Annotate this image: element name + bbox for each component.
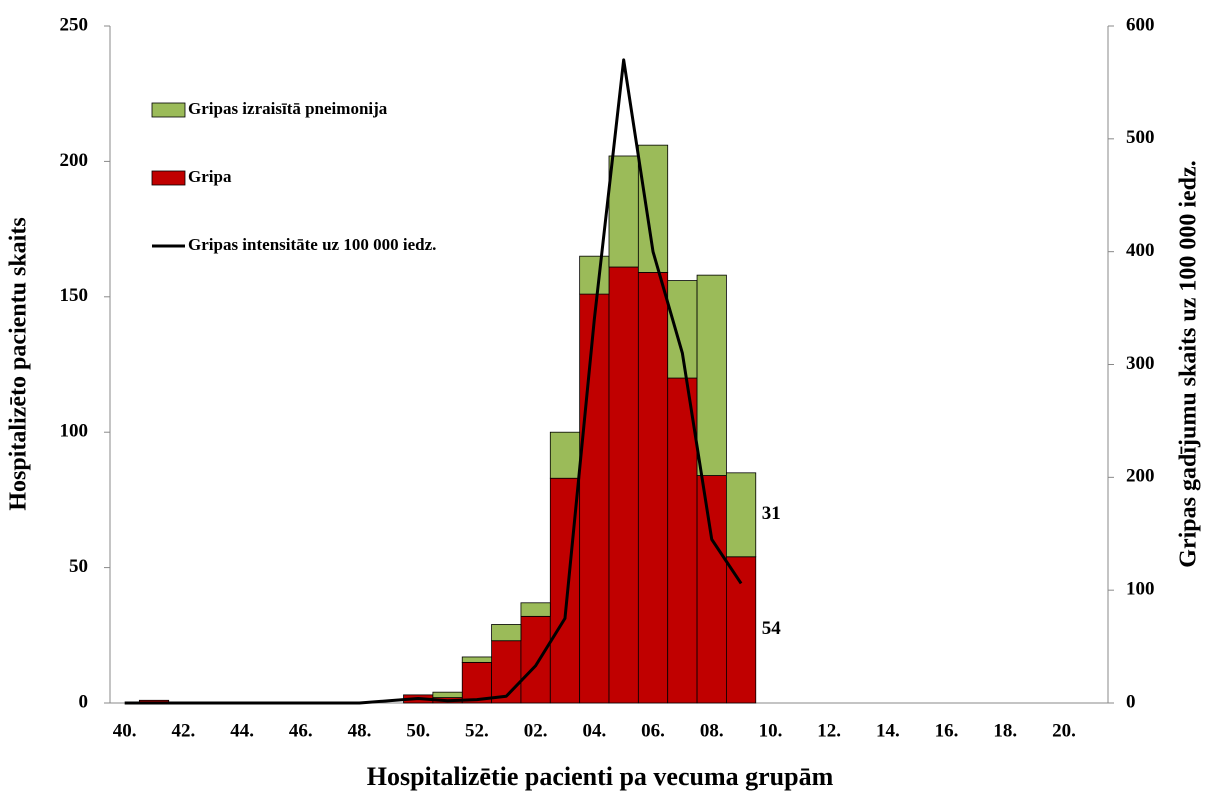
x-tick-label: 06. [641,720,665,741]
x-tick-label: 02. [524,720,548,741]
legend-swatch [151,170,186,186]
y2-tick-label: 500 [1126,127,1155,148]
bar [491,624,522,642]
x-tick-label: 20. [1052,720,1076,741]
x-tick-label: 18. [993,720,1017,741]
bar [549,431,581,479]
x-tick-label: 52. [465,720,489,741]
data-label: 31 [762,503,781,524]
y2-tick-label: 600 [1126,14,1155,35]
x-tick-label: 44. [230,720,254,741]
bar [579,255,610,295]
y-tick-label: 50 [69,556,88,577]
x-tick-label: 16. [935,720,959,741]
x-tick-label: 40. [113,720,137,741]
legend-label: Gripa [188,167,232,186]
bar [520,615,551,704]
bar [579,293,610,704]
bar [696,274,727,476]
x-tick-label: 46. [289,720,313,741]
x-tick-label: 08. [700,720,724,741]
bar [726,556,757,704]
x-tick-label: 50. [406,720,430,741]
bar [608,155,639,268]
bar [461,656,492,663]
bar [520,602,551,617]
y2-tick-label: 300 [1126,353,1155,374]
x-tick-label: 42. [172,720,196,741]
y-tick-label: 100 [60,421,89,442]
x-tick-label: 12. [817,720,841,741]
x-tick-label: 04. [582,720,606,741]
bar [608,266,639,704]
y2-axis-title: Gripas gadījumu skaits uz 100 000 iedz. [1176,160,1202,567]
y2-tick-label: 400 [1126,240,1155,261]
bar [461,661,492,704]
y2-tick-label: 0 [1126,691,1136,712]
legend-label: Gripas izraisītā pneimonija [188,99,388,118]
bar [432,691,463,698]
y-axis-title: Hospitalizēto pacientu skaits [6,217,32,510]
bar [726,472,757,558]
y-tick-label: 200 [60,150,89,171]
y-tick-label: 250 [60,14,89,35]
y-tick-label: 0 [79,691,89,712]
bar [667,280,698,379]
legend-label: Gripas intensitāte uz 100 000 iedz. [188,235,436,254]
bar [637,272,669,704]
x-tick-label: 14. [876,720,900,741]
y-tick-label: 150 [60,285,89,306]
x-tick-label: 10. [759,720,783,741]
x-axis-title: Hospitalizētie pacienti pa vecuma grupām [367,762,834,791]
line [124,58,743,705]
legend-swatch [151,102,186,118]
bar [696,475,727,704]
y2-tick-label: 100 [1126,579,1155,600]
bar [491,640,522,704]
y2-tick-label: 200 [1126,466,1155,487]
x-tick-label: 48. [348,720,372,741]
data-label: 54 [762,618,782,639]
